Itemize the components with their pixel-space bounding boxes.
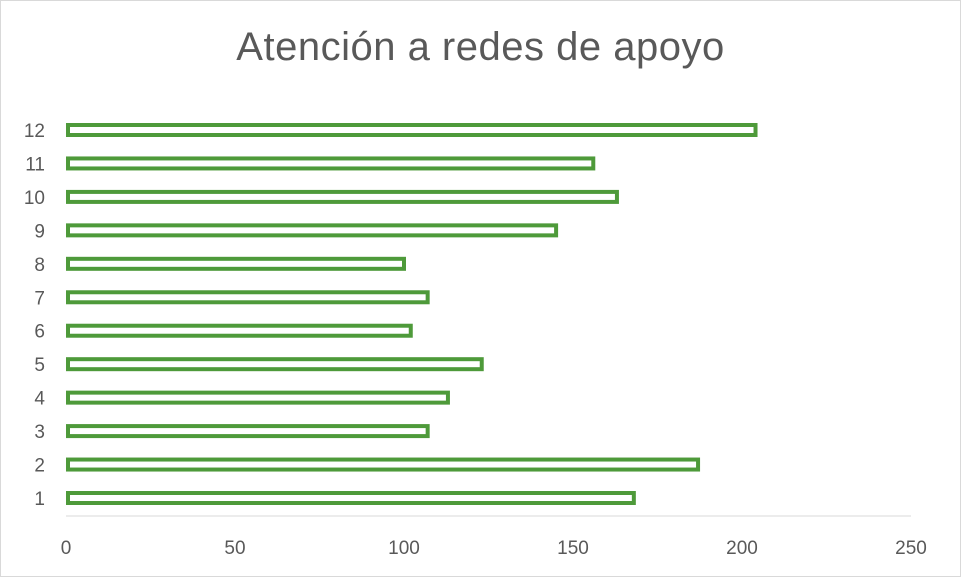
bar-6 [66,323,413,338]
y-tick-label-5: 5 [34,355,45,376]
x-tick-label-0: 0 [61,538,72,559]
bar-11 [66,156,596,171]
bar-5 [66,357,484,372]
x-tick-label-100: 100 [388,538,420,559]
y-tick-label-10: 10 [24,188,45,209]
bar-3 [66,424,430,439]
y-tick-label-6: 6 [34,322,45,343]
y-tick-label-2: 2 [34,456,45,477]
x-tick-label-200: 200 [726,538,758,559]
y-tick-label-11: 11 [25,154,45,175]
x-tick-label-250: 250 [895,538,927,559]
y-tick-label-12: 12 [24,121,45,142]
bar-7 [66,290,430,305]
bar-10 [66,189,619,204]
y-tick-label-7: 7 [34,288,45,309]
x-tick-label-150: 150 [557,538,589,559]
bar-1 [66,491,636,505]
y-tick-label-9: 9 [34,221,45,242]
chart-title: Atención a redes de apoyo [236,25,725,69]
y-tick-label-4: 4 [34,389,45,410]
bar-2 [66,457,701,472]
y-tick-label-3: 3 [34,422,45,443]
bar-8 [66,256,406,271]
x-tick-label-50: 50 [224,538,245,559]
y-tick-label-8: 8 [34,255,45,276]
bar-4 [66,390,450,405]
y-tick-label-1: 1 [34,489,45,510]
bar-9 [66,223,559,238]
bar-12 [66,123,758,137]
